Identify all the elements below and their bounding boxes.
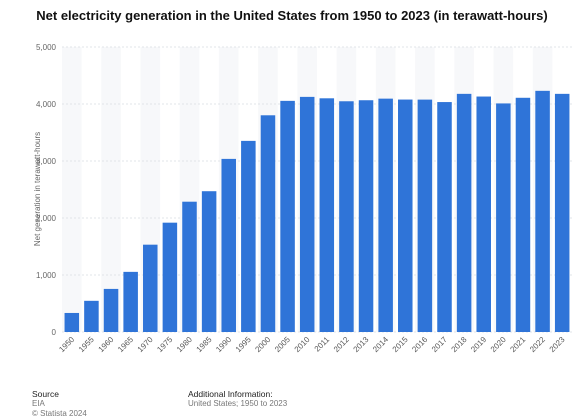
- x-tick-label: 1985: [195, 335, 214, 354]
- column-band: [62, 47, 82, 332]
- x-tick-label: 1965: [116, 335, 135, 354]
- x-tick-label: 1980: [175, 335, 194, 354]
- bar[interactable]: [280, 100, 295, 333]
- bar[interactable]: [398, 99, 413, 332]
- bar[interactable]: [84, 300, 99, 332]
- y-tick-label: 4,000: [36, 100, 57, 109]
- x-tick-label: 2000: [253, 335, 272, 354]
- source-label: Source: [32, 389, 59, 399]
- x-tick-label: 2021: [508, 335, 527, 354]
- bar[interactable]: [241, 140, 256, 332]
- additional-info-value: United States; 1950 to 2023: [188, 399, 288, 408]
- bar[interactable]: [456, 93, 472, 332]
- x-tick-label: 2014: [371, 335, 390, 354]
- bar[interactable]: [260, 115, 276, 332]
- bar[interactable]: [143, 244, 158, 332]
- bar[interactable]: [535, 90, 550, 332]
- x-tick-label: 1960: [97, 335, 116, 354]
- column-band: [101, 47, 121, 332]
- bar[interactable]: [162, 222, 178, 332]
- chart-title: Net electricity generation in the United…: [36, 8, 548, 23]
- bar[interactable]: [64, 312, 80, 332]
- bar[interactable]: [339, 101, 354, 332]
- x-tick-label: 2015: [391, 335, 410, 354]
- y-tick-label: 0: [52, 328, 57, 337]
- x-tick-label: 2005: [273, 335, 292, 354]
- x-tick-label: 2020: [489, 335, 508, 354]
- x-tick-label: 2023: [548, 335, 567, 354]
- bar[interactable]: [554, 93, 570, 332]
- bar[interactable]: [299, 96, 315, 332]
- bar[interactable]: [515, 97, 531, 332]
- bar[interactable]: [437, 102, 452, 332]
- bar[interactable]: [358, 100, 374, 332]
- x-tick-label: 1955: [77, 335, 96, 354]
- x-tick-label: 2022: [528, 335, 547, 354]
- bar[interactable]: [103, 288, 119, 332]
- x-tick-label: 2012: [332, 335, 351, 354]
- y-tick-label: 2,000: [36, 214, 57, 223]
- bar[interactable]: [319, 98, 335, 332]
- x-tick-label: 2016: [410, 335, 429, 354]
- bar[interactable]: [476, 96, 491, 333]
- y-tick-label: 5,000: [36, 43, 57, 52]
- x-tick-label: 1990: [214, 335, 233, 354]
- copyright-text: © Statista 2024: [32, 409, 87, 418]
- y-axis-label: Net generation in terawatt-hours: [33, 132, 42, 246]
- x-tick-label: 1950: [57, 335, 76, 354]
- y-tick-label: 3,000: [36, 157, 57, 166]
- bar[interactable]: [221, 158, 236, 332]
- x-tick-label: 2017: [430, 335, 449, 354]
- x-tick-label: 1970: [136, 335, 155, 354]
- x-tick-label: 2019: [469, 335, 488, 354]
- x-axis-ticks: 1950 1955 1960 1965 1970 1975 1980 1985 1990 1995…: [57, 335, 567, 354]
- additional-info-label: Additional Information:: [188, 389, 273, 399]
- x-tick-label: 2018: [450, 335, 469, 354]
- bar[interactable]: [496, 103, 511, 333]
- bar[interactable]: [378, 98, 393, 332]
- bars: [64, 90, 570, 333]
- x-tick-label: 1975: [155, 335, 174, 354]
- y-tick-label: 1,000: [36, 271, 57, 280]
- bar[interactable]: [182, 201, 197, 332]
- source-value[interactable]: EIA: [32, 399, 45, 408]
- bar[interactable]: [417, 99, 433, 333]
- bar[interactable]: [123, 271, 138, 332]
- y-axis-ticks: 0 1,000 2,000 3,000 4,000 5,000: [36, 43, 57, 337]
- bar[interactable]: [201, 191, 217, 332]
- x-tick-label: 2013: [352, 335, 371, 354]
- x-tick-label: 2011: [313, 335, 332, 354]
- x-tick-label: 2010: [293, 335, 312, 354]
- x-tick-label: 1995: [234, 335, 253, 354]
